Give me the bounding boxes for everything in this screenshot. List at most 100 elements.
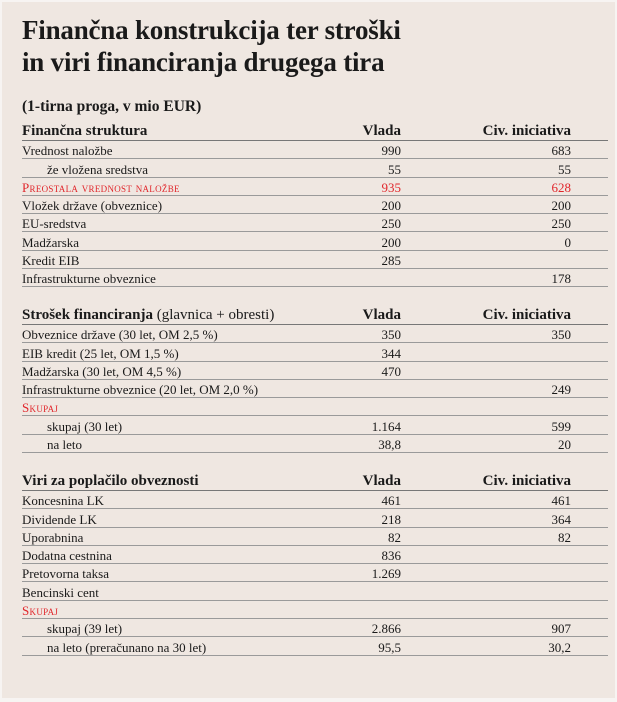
vlada-value: 200 (313, 231, 401, 251)
table-row: skupaj (39 let) 2.866 907 (22, 618, 608, 638)
row-label: Skupaj (22, 600, 313, 620)
table-header: Finančna struktura Vlada Civ. iniciativa (22, 120, 608, 141)
row-label: Uporabnina (22, 527, 313, 546)
civ-value: 200 (401, 195, 608, 215)
vlada-value: 200 (313, 195, 401, 215)
table-row: Madžarska 200 0 (22, 231, 608, 251)
vlada-value (313, 600, 401, 620)
table-row: Vrednost naložbe 990 683 (22, 140, 608, 160)
repayment-sources-table: Viri za poplačilo obveznosti Vlada Civ. i… (22, 470, 608, 656)
table-row: na leto 38,8 20 (22, 434, 608, 454)
row-label: EIB kredit (25 let, OM 1,5 %) (22, 342, 313, 362)
civ-value: 628 (401, 177, 608, 196)
civ-value (401, 342, 608, 362)
row-label: Bencinski cent (22, 581, 313, 601)
row-label: na leto (22, 434, 313, 454)
row-label: Infrastrukturne obveznice (20 let, OM 2,… (22, 379, 313, 399)
vlada-value (313, 268, 401, 288)
row-label: že vložena sredstva (22, 158, 313, 178)
civ-value: 55 (401, 158, 608, 178)
vlada-value: 935 (313, 177, 401, 196)
civ-value: 30,2 (401, 636, 608, 656)
civ-value (401, 600, 608, 620)
row-label: Obveznice države (30 let, OM 2,5 %) (22, 324, 313, 344)
row-label: Madžarska (22, 231, 313, 251)
table-row: Uporabnina 82 82 (22, 527, 608, 546)
civ-value: 683 (401, 140, 608, 160)
vlada-value: 1.269 (313, 563, 401, 583)
row-label: Infrastrukturne obveznice (22, 268, 313, 288)
vlada-value: 836 (313, 545, 401, 565)
vlada-value (313, 581, 401, 601)
civ-value: 0 (401, 231, 608, 251)
data-table: Viri za poplačilo obveznosti Vlada Civ. i… (22, 470, 608, 656)
vlada-value: 218 (313, 508, 401, 528)
row-label: Dodatna cestnina (22, 545, 313, 565)
column-header-vlada: Vlada (313, 304, 401, 325)
page-title: Finančna konstrukcija ter stroški in vir… (22, 14, 401, 78)
vlada-value: 990 (313, 140, 401, 160)
vlada-value: 470 (313, 361, 401, 380)
title-line-2: in viri financiranja drugega tira (22, 47, 385, 77)
title-line-1: Finančna konstrukcija ter stroški (22, 15, 401, 45)
table-row: EU-sredstva 250 250 (22, 213, 608, 233)
table-row: EIB kredit (25 let, OM 1,5 %) 344 (22, 342, 608, 362)
table-row: Infrastrukturne obveznice (20 let, OM 2,… (22, 379, 608, 399)
vlada-value: 95,5 (313, 636, 401, 656)
table-row: Obveznice države (30 let, OM 2,5 %) 350 35… (22, 324, 608, 344)
table-row: na leto (preračunano na 30 let) 95,5 30,2 (22, 636, 608, 656)
row-label: Koncesnina LK (22, 490, 313, 510)
row-label: Dividende LK (22, 508, 313, 528)
table-row: Vložek države (obveznice) 200 200 (22, 195, 608, 215)
column-header-vlada: Vlada (313, 120, 401, 141)
section-heading: Viri za poplačilo obveznosti (22, 470, 313, 491)
civ-value (401, 397, 608, 417)
civ-value: 20 (401, 434, 608, 454)
civ-value: 178 (401, 268, 608, 288)
civ-value: 249 (401, 379, 608, 399)
financial-structure-table: Finančna struktura Vlada Civ. iniciativa V… (22, 120, 608, 288)
row-label: Pretovorna taksa (22, 563, 313, 583)
civ-value (401, 250, 608, 270)
civ-value: 461 (401, 490, 608, 510)
table-row: Koncesnina LK 461 461 (22, 490, 608, 510)
row-label: skupaj (39 let) (22, 618, 313, 638)
row-label: Skupaj (22, 397, 313, 417)
vlada-value: 350 (313, 324, 401, 344)
data-table: Strošek financiranja (glavnica + obresti… (22, 304, 608, 454)
table-row: skupaj (30 let) 1.164 599 (22, 415, 608, 435)
row-label: Madžarska (30 let, OM 4,5 %) (22, 361, 313, 380)
table-row: Bencinski cent (22, 581, 608, 601)
vlada-value: 344 (313, 342, 401, 362)
section-title: Viri za poplačilo obveznosti (22, 473, 199, 489)
column-header-civ: Civ. iniciativa (401, 120, 608, 141)
section-title: Finančna struktura (22, 123, 148, 139)
data-table: Finančna struktura Vlada Civ. iniciativa V… (22, 120, 608, 288)
table-row: Infrastrukturne obveznice 178 (22, 268, 608, 288)
civ-value: 250 (401, 213, 608, 233)
vlada-value: 461 (313, 490, 401, 510)
table-header: Viri za poplačilo obveznosti Vlada Civ. i… (22, 470, 608, 491)
row-label: na leto (preračunano na 30 let) (22, 636, 313, 656)
section-title-note: (glavnica + obresti) (156, 307, 275, 323)
table-row: Dividende LK 218 364 (22, 508, 608, 528)
column-header-civ: Civ. iniciativa (401, 470, 608, 491)
column-header-vlada: Vlada (313, 470, 401, 491)
section-heading: Strošek financiranja (glavnica + obresti… (22, 304, 313, 325)
table-row: Skupaj (22, 600, 608, 620)
table-row: Preostala vrednost naložbe 935 628 (22, 177, 608, 196)
table-row: Pretovorna taksa 1.269 (22, 563, 608, 583)
vlada-value: 55 (313, 158, 401, 178)
vlada-value: 2.866 (313, 618, 401, 638)
civ-value (401, 581, 608, 601)
vlada-value (313, 379, 401, 399)
row-label: Vložek države (obveznice) (22, 195, 313, 215)
financing-cost-table: Strošek financiranja (glavnica + obresti… (22, 304, 608, 454)
table-row: Skupaj (22, 397, 608, 417)
subtitle: (1-tirna proga, v mio EUR) (22, 98, 202, 115)
civ-value: 350 (401, 324, 608, 344)
vlada-value: 285 (313, 250, 401, 270)
civ-value: 364 (401, 508, 608, 528)
vlada-value: 250 (313, 213, 401, 233)
vlada-value (313, 397, 401, 417)
